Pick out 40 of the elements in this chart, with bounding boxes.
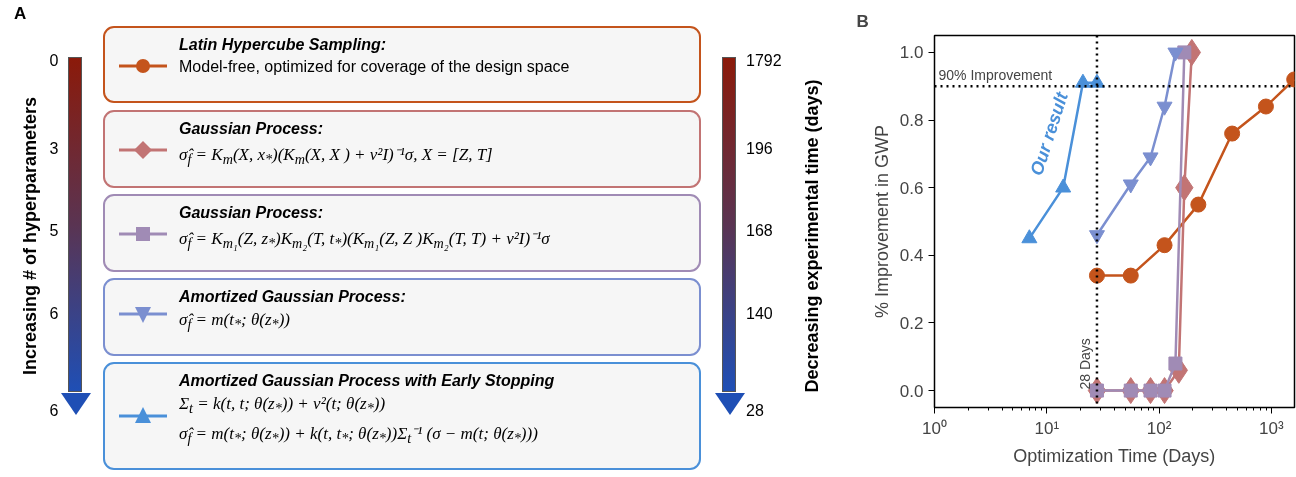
- x-tick-label: 10⁰: [922, 418, 947, 438]
- text: A: [14, 4, 27, 24]
- text: 196: [746, 140, 773, 158]
- text: σ̂$_{f}$ = K$_{m₁}$(Z, z$_{*}$)K$_{m₂}$(T, t$_{*}$)(K$_{m₁}$(Z, Z )K$_{m₂}$(T, T) + v²I)⁻¹σ: [179, 229, 550, 252]
- y-axis-title: % Improvement in GWP: [871, 124, 892, 319]
- text: Σ$_{t}$ = k(t, t; θ(z$_{*}$)) + v²(t; θ(z$_{*}$)): [179, 394, 387, 418]
- text: 0: [48, 52, 60, 70]
- text: 1792: [746, 52, 782, 70]
- text: 28: [746, 402, 764, 420]
- chart-title: B: [856, 11, 869, 31]
- text: 6: [48, 305, 60, 323]
- text: 6: [48, 402, 60, 420]
- x-tick-label: 10³: [1259, 418, 1284, 438]
- text: 140: [746, 305, 773, 323]
- text: Model-free, optimized for coverage of the design space: [179, 58, 570, 76]
- y-tick-label: 0.8: [899, 111, 924, 131]
- text: 168: [746, 222, 773, 240]
- text: Gaussian Process:: [179, 120, 325, 138]
- text: σ̂$_{f}$ = K$_{m}$(X, x$_{*}$)(K$_{m}$(X, X ) + v²I)⁻¹σ, X = [Z, T]: [179, 145, 493, 168]
- text: σ̂$_{f}$ = m(t$_{*}$; θ(z$_{*}$)) + k(t, t$_{*}$; θ(z$_{*}$))Σ$_{t}$⁻¹ (σ − m(t; θ(z$_{*}$))): [179, 424, 538, 447]
- y-tick-label: 0.2: [899, 313, 924, 333]
- ref-line-label: 28 Days: [1076, 338, 1093, 390]
- text: σ̂$_{f}$ = m(t$_{*}$; θ(z$_{*}$)): [179, 310, 291, 334]
- x-tick-label: 10¹: [1034, 418, 1060, 438]
- text: 5: [48, 222, 60, 240]
- text: Our result: [1026, 88, 1073, 178]
- ref-line-label: 90% Improvement: [938, 67, 1053, 84]
- text: Decreasing experimental time (days): [801, 79, 823, 393]
- y-tick-label: 0.0: [899, 381, 924, 401]
- y-tick-label: 1.0: [899, 43, 924, 63]
- x-axis-title: Optimization Time (Days): [1013, 445, 1216, 466]
- y-tick-label: 0.4: [899, 246, 924, 266]
- y-tick-label: 0.6: [899, 178, 924, 198]
- text: 3: [48, 140, 60, 158]
- text: Amortized Gaussian Process with Early Stopping: [179, 372, 555, 390]
- text: Gaussian Process:: [179, 204, 325, 222]
- x-tick-label: 10²: [1146, 418, 1172, 438]
- text: Increasing # of hyperparameters: [19, 96, 41, 376]
- text: Latin Hypercube Sampling:: [179, 36, 388, 54]
- text: Amortized Gaussian Process:: [179, 288, 406, 306]
